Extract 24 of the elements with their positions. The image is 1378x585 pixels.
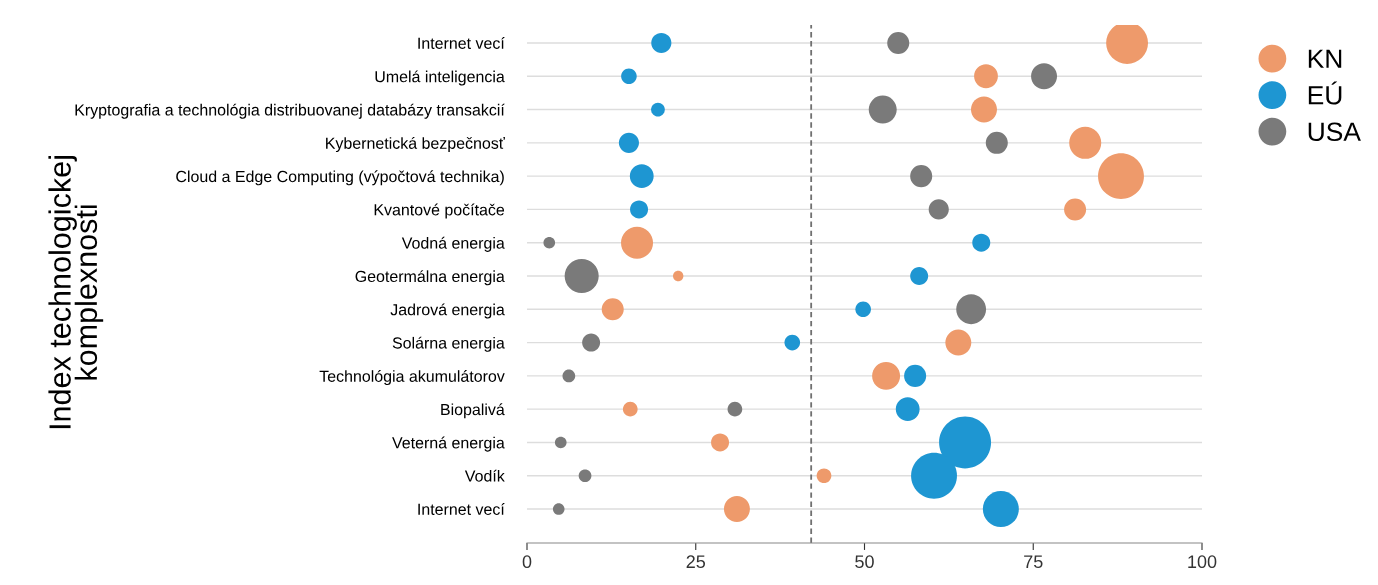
legend-label: EÚ [1308,81,1342,105]
y-tick-label: Vodná energia [401,236,505,252]
y-tick-label: Geotermálna energia [355,270,505,286]
legend-label: USA [1308,122,1361,142]
y-tick-label: Biopalivá [441,403,505,419]
y-tick-label: Kybernetická bezpečnosť [326,136,505,153]
x-tick-label: 25 [686,555,706,569]
y-axis-title: Index technologickej komplexnosti [48,156,104,429]
y-tick-label: Kvantové počítače [374,203,505,219]
x-tick-label: 75 [1024,555,1043,569]
y-tick-label: Veterná energia [392,436,505,452]
x-tick-label: 50 [855,555,874,569]
legend-label: KN [1308,49,1342,68]
x-tick-label: 100 [1188,555,1217,569]
y-tick-label: Solárna energia [392,336,505,352]
y-tick-label: Technológia akumulátorov [319,370,505,386]
y-tick-label: Umelá inteligencia [375,70,505,86]
y-tick-label: Kryptografia a technológia distribuovanej databázy transakcií [75,103,505,119]
y-tick-label: Vodík [464,469,505,482]
y-tick-label: Internet vecí [418,503,505,515]
x-tick-label: 0 [522,555,532,569]
y-tick-label: Jadrová energia [390,303,505,319]
y-tick-label: Cloud a Edge Computing (výpočtová technika) [176,170,504,186]
y-tick-label: Internet vecí [418,37,505,49]
